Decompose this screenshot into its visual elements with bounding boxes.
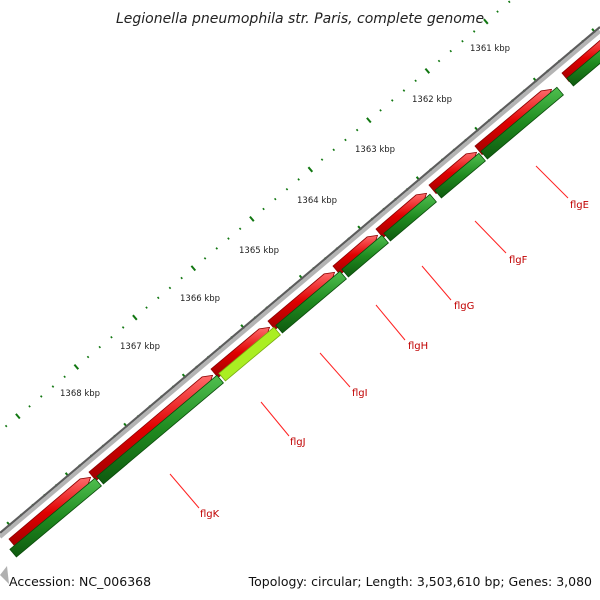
gene-segment[interactable] bbox=[566, 40, 600, 87]
minor-tick bbox=[203, 257, 207, 260]
minor-tick bbox=[496, 10, 499, 13]
minor-tick bbox=[285, 187, 289, 191]
minor-tick bbox=[461, 39, 464, 43]
gene-segment[interactable] bbox=[96, 374, 224, 485]
minor-tick bbox=[215, 247, 219, 250]
gene-segment[interactable] bbox=[434, 152, 486, 199]
gene-segment[interactable] bbox=[480, 86, 564, 160]
tick-label: 1365 kbp bbox=[239, 246, 279, 256]
gene-leader-line bbox=[375, 304, 406, 341]
tick-labels: 1361 kbp 1362 kbp 1363 kbp 1364 kbp 1365… bbox=[60, 44, 510, 399]
gene-label-text: flgK bbox=[200, 509, 220, 520]
minor-tick bbox=[63, 375, 66, 379]
gene-leader-line bbox=[260, 401, 290, 437]
gene-segment[interactable] bbox=[9, 477, 102, 558]
gene-leader-line bbox=[169, 473, 200, 509]
gene-leader-line bbox=[319, 352, 351, 388]
major-tick bbox=[424, 67, 431, 74]
gene-leader-line bbox=[421, 265, 452, 301]
minor-tick bbox=[238, 227, 242, 231]
forward-strand-track bbox=[8, 35, 600, 549]
gene-label-text: flgF bbox=[509, 255, 528, 266]
major-tick bbox=[132, 314, 138, 321]
minor-tick bbox=[156, 296, 160, 300]
tick-label: 1362 kbp bbox=[412, 95, 452, 105]
minor-tick bbox=[320, 158, 324, 161]
major-tick bbox=[73, 363, 80, 370]
minor-tick bbox=[4, 424, 8, 428]
genome-summary: Topology: circular; Length: 3,503,610 bp… bbox=[248, 574, 592, 589]
minor-tick bbox=[297, 178, 300, 181]
gene-label-text: flgJ bbox=[290, 437, 306, 448]
gray-triangle-icon[interactable] bbox=[0, 566, 9, 584]
gene-label-flgh[interactable]: flgH bbox=[375, 304, 428, 352]
minor-tick bbox=[86, 355, 90, 359]
major-tick bbox=[190, 265, 197, 272]
gene-segment[interactable] bbox=[561, 35, 600, 83]
minor-tick bbox=[507, 0, 511, 4]
minor-tick bbox=[262, 207, 265, 211]
backbone-inner-line bbox=[0, 29, 600, 539]
minor-tick bbox=[449, 49, 453, 53]
tick-label: 1366 kbp bbox=[180, 294, 220, 304]
tick-label: 1364 kbp bbox=[297, 196, 337, 206]
gene-label-group: flgE flgF flgG flgH flgI flgJ bbox=[169, 165, 589, 520]
minor-tick bbox=[98, 345, 102, 349]
minor-tick bbox=[110, 335, 113, 339]
major-tick bbox=[15, 413, 21, 420]
gene-segment[interactable] bbox=[383, 193, 437, 242]
gene-segment[interactable] bbox=[88, 374, 214, 482]
major-tick bbox=[483, 18, 489, 25]
tick-label: 1367 kbp bbox=[120, 342, 160, 352]
gene-label-flgf[interactable]: flgF bbox=[474, 220, 528, 266]
gene-label-flgi[interactable]: flgI bbox=[319, 352, 368, 399]
minor-tick bbox=[180, 276, 183, 280]
major-tick bbox=[249, 215, 255, 222]
minor-tick bbox=[51, 385, 55, 388]
gene-label-flge[interactable]: flgE bbox=[535, 165, 589, 211]
reverse-strand-track bbox=[9, 40, 600, 558]
minor-tick bbox=[355, 128, 359, 132]
minor-tick bbox=[437, 59, 441, 63]
gene-label-flgk[interactable]: flgK bbox=[169, 473, 220, 520]
outer-tick-ruler bbox=[4, 0, 511, 428]
tick-label: 1368 kbp bbox=[60, 389, 100, 399]
accession-label: Accession: NC_006368 bbox=[9, 574, 151, 589]
gene-leader-line bbox=[535, 165, 569, 199]
gene-segment[interactable] bbox=[8, 476, 92, 549]
gene-label-text: flgE bbox=[570, 200, 589, 211]
minor-tick bbox=[121, 326, 125, 329]
minor-tick bbox=[402, 89, 406, 92]
minor-tick bbox=[39, 395, 43, 398]
minor-tick bbox=[168, 286, 172, 290]
gene-label-text: flgI bbox=[352, 388, 368, 399]
gene-segment[interactable] bbox=[218, 326, 281, 382]
minor-tick bbox=[227, 237, 230, 240]
minor-tick bbox=[145, 306, 148, 309]
minor-tick bbox=[273, 197, 277, 201]
major-tick bbox=[366, 117, 372, 124]
backbone-outer-line bbox=[0, 26, 600, 534]
gene-label-text: flgG bbox=[454, 301, 474, 312]
minor-tick bbox=[414, 79, 417, 83]
minor-tick bbox=[390, 99, 394, 102]
tick-label: 1363 kbp bbox=[355, 145, 395, 155]
major-tick bbox=[307, 166, 314, 173]
minor-tick bbox=[344, 138, 347, 142]
map-title: Legionella pneumophila str. Paris, compl… bbox=[116, 11, 484, 27]
gene-label-flgg[interactable]: flgG bbox=[421, 265, 474, 312]
gene-label-text: flgH bbox=[408, 341, 428, 352]
minor-tick bbox=[28, 405, 31, 408]
gene-label-flgj[interactable]: flgJ bbox=[260, 401, 306, 448]
minor-tick bbox=[379, 109, 382, 112]
tick-label: 1361 kbp bbox=[470, 44, 510, 54]
gene-segment[interactable] bbox=[341, 234, 389, 278]
minor-tick bbox=[472, 30, 476, 33]
gene-segment[interactable] bbox=[275, 270, 347, 334]
gene-leader-line bbox=[474, 220, 507, 254]
minor-tick bbox=[332, 148, 336, 152]
